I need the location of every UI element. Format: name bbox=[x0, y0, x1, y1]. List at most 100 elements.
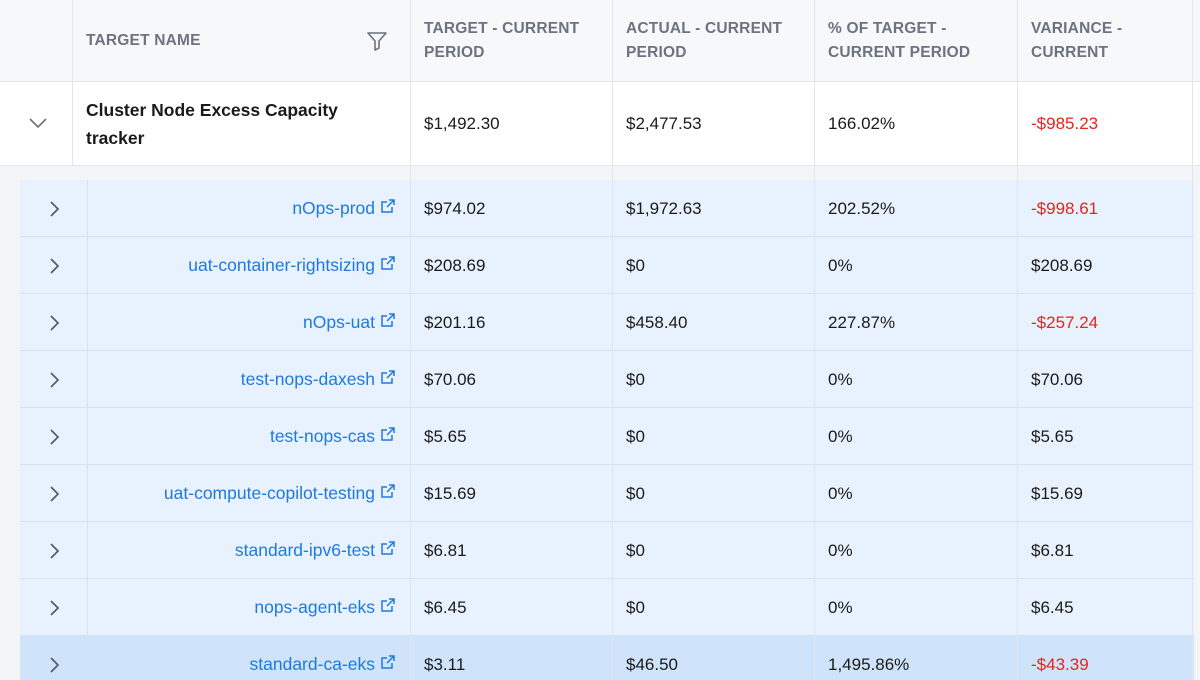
column-header-pct-target[interactable]: % OF TARGET - CURRENT PERIOD bbox=[814, 0, 1017, 82]
target-name-link[interactable]: nOps-uat bbox=[303, 312, 375, 332]
column-header-variance-line1: VARIANCE - bbox=[1031, 20, 1123, 37]
chevron-down-icon[interactable] bbox=[28, 116, 48, 130]
external-link-icon[interactable] bbox=[380, 597, 396, 613]
target-current-cell: $974.02 bbox=[424, 198, 486, 218]
external-link-icon[interactable] bbox=[380, 654, 396, 670]
target-name-link[interactable]: uat-container-rightsizing bbox=[188, 255, 375, 275]
target-current-cell: $201.16 bbox=[424, 312, 486, 332]
actual-current-cell: $0 bbox=[626, 483, 645, 503]
table-row[interactable]: nOps-prod $974.02 $1,972.63 202.52% -$998.61 bbox=[20, 180, 1194, 237]
table-row[interactable]: test-nops-cas $5.65 $0 0% $5.65 bbox=[20, 408, 1194, 465]
actual-current-cell: $46.50 bbox=[626, 654, 678, 674]
target-name-cell: test-nops-daxesh bbox=[87, 351, 410, 408]
column-header-target-current-line1: TARGET - CURRENT bbox=[424, 20, 580, 37]
table-row[interactable]: standard-ipv6-test $6.81 $0 0% $6.81 bbox=[20, 522, 1194, 579]
column-header-pct-target-line1: % OF TARGET - bbox=[828, 20, 947, 37]
column-divider bbox=[72, 0, 73, 166]
column-header-actual-current[interactable]: ACTUAL - CURRENT PERIOD bbox=[612, 0, 814, 82]
chevron-right-icon[interactable] bbox=[47, 257, 61, 275]
variance-cell: $5.65 bbox=[1031, 426, 1074, 446]
group-row[interactable]: Cluster Node Excess Capacity tracker $1,… bbox=[0, 82, 1200, 166]
variance-cell: $208.69 bbox=[1031, 255, 1093, 275]
table-row[interactable]: uat-container-rightsizing $208.69 $0 0% $208… bbox=[20, 237, 1194, 294]
chevron-right-icon[interactable] bbox=[47, 314, 61, 332]
target-current-cell: $15.69 bbox=[424, 483, 476, 503]
variance-cell: $6.81 bbox=[1031, 540, 1074, 560]
target-name-link[interactable]: nOps-prod bbox=[292, 198, 375, 218]
group-pct: 166.02% bbox=[828, 114, 896, 133]
target-current-cell: $6.81 bbox=[424, 540, 467, 560]
pct-target-cell: 0% bbox=[828, 597, 853, 617]
external-link-icon[interactable] bbox=[380, 540, 396, 556]
target-name-cell: nOps-uat bbox=[87, 294, 410, 351]
target-name-link[interactable]: standard-ipv6-test bbox=[234, 540, 375, 560]
chevron-right-icon[interactable] bbox=[47, 656, 61, 674]
target-name-link[interactable]: nops-agent-eks bbox=[254, 597, 375, 617]
actual-current-cell: $0 bbox=[626, 369, 645, 389]
target-name-link[interactable]: standard-ca-eks bbox=[249, 654, 375, 674]
column-header-variance[interactable]: VARIANCE - CURRENT bbox=[1017, 0, 1200, 82]
target-name-link[interactable]: uat-compute-copilot-testing bbox=[163, 483, 375, 503]
group-actual: $2,477.53 bbox=[626, 114, 702, 133]
target-name-cell: standard-ca-eks bbox=[87, 636, 410, 680]
column-divider bbox=[814, 0, 815, 680]
target-name-link[interactable]: test-nops-cas bbox=[269, 426, 375, 446]
pct-target-cell: 0% bbox=[828, 483, 853, 503]
column-header-variance-line2: CURRENT bbox=[1031, 44, 1109, 61]
variance-cell: -$998.61 bbox=[1031, 198, 1099, 218]
row-divider bbox=[87, 408, 88, 465]
variance-cell: $6.45 bbox=[1031, 597, 1074, 617]
external-link-icon[interactable] bbox=[380, 483, 396, 499]
target-current-cell: $6.45 bbox=[424, 597, 467, 617]
chevron-right-icon[interactable] bbox=[47, 485, 61, 503]
target-name-cell: standard-ipv6-test bbox=[87, 522, 410, 579]
column-header-pct-target-line2: CURRENT PERIOD bbox=[828, 44, 971, 61]
column-header-target-name-label: TARGET NAME bbox=[86, 32, 201, 49]
target-current-cell: $208.69 bbox=[424, 255, 486, 275]
row-divider bbox=[87, 351, 88, 408]
pct-target-cell: 0% bbox=[828, 255, 853, 275]
chevron-right-icon[interactable] bbox=[47, 542, 61, 560]
target-name-cell: uat-compute-copilot-testing bbox=[87, 465, 410, 522]
column-header-target-name[interactable]: TARGET NAME bbox=[72, 0, 410, 82]
group-name-cell: Cluster Node Excess Capacity tracker bbox=[72, 82, 410, 166]
table-header: TARGET NAME TARGET - CURRENT PERIOD ACTU… bbox=[0, 0, 1200, 82]
column-divider bbox=[1017, 0, 1018, 680]
target-current-cell: $5.65 bbox=[424, 426, 467, 446]
chevron-right-icon[interactable] bbox=[47, 599, 61, 617]
variance-cell: $15.69 bbox=[1031, 483, 1083, 503]
external-link-icon[interactable] bbox=[380, 198, 396, 214]
group-name-line2: tracker bbox=[86, 128, 145, 148]
group-variance: -$985.23 bbox=[1031, 114, 1099, 133]
row-divider bbox=[87, 294, 88, 351]
filter-icon[interactable] bbox=[366, 30, 388, 52]
target-name-cell: test-nops-cas bbox=[87, 408, 410, 465]
target-name-cell: uat-container-rightsizing bbox=[87, 237, 410, 294]
table-row[interactable]: uat-compute-copilot-testing $15.69 $0 0% $15… bbox=[20, 465, 1194, 522]
pct-target-cell: 227.87% bbox=[828, 312, 896, 332]
actual-current-cell: $0 bbox=[626, 426, 645, 446]
row-divider bbox=[87, 522, 88, 579]
row-divider bbox=[87, 180, 88, 237]
variance-cell: $70.06 bbox=[1031, 369, 1083, 389]
row-divider bbox=[87, 636, 88, 680]
target-name-link[interactable]: test-nops-daxesh bbox=[240, 369, 375, 389]
external-link-icon[interactable] bbox=[380, 255, 396, 271]
chevron-right-icon[interactable] bbox=[47, 200, 61, 218]
external-link-icon[interactable] bbox=[380, 369, 396, 385]
column-header-actual-current-line1: ACTUAL - CURRENT bbox=[626, 20, 783, 37]
chevron-right-icon[interactable] bbox=[47, 371, 61, 389]
table-row[interactable]: test-nops-daxesh $70.06 $0 0% $70.06 bbox=[20, 351, 1194, 408]
group-name-line1: Cluster Node Excess Capacity bbox=[86, 100, 338, 120]
table-row[interactable]: nops-agent-eks $6.45 $0 0% $6.45 bbox=[20, 579, 1194, 636]
pct-target-cell: 0% bbox=[828, 540, 853, 560]
external-link-icon[interactable] bbox=[380, 312, 396, 328]
row-divider bbox=[87, 465, 88, 522]
pct-target-cell: 0% bbox=[828, 426, 853, 446]
variance-cell: -$43.39 bbox=[1031, 654, 1089, 674]
table-row[interactable]: nOps-uat $201.16 $458.40 227.87% -$257.24 bbox=[20, 294, 1194, 351]
table-row[interactable]: standard-ca-eks $3.11 $46.50 1,495.86% -$43.… bbox=[20, 636, 1194, 680]
chevron-right-icon[interactable] bbox=[47, 428, 61, 446]
external-link-icon[interactable] bbox=[380, 426, 396, 442]
column-header-target-current[interactable]: TARGET - CURRENT PERIOD bbox=[410, 0, 612, 82]
